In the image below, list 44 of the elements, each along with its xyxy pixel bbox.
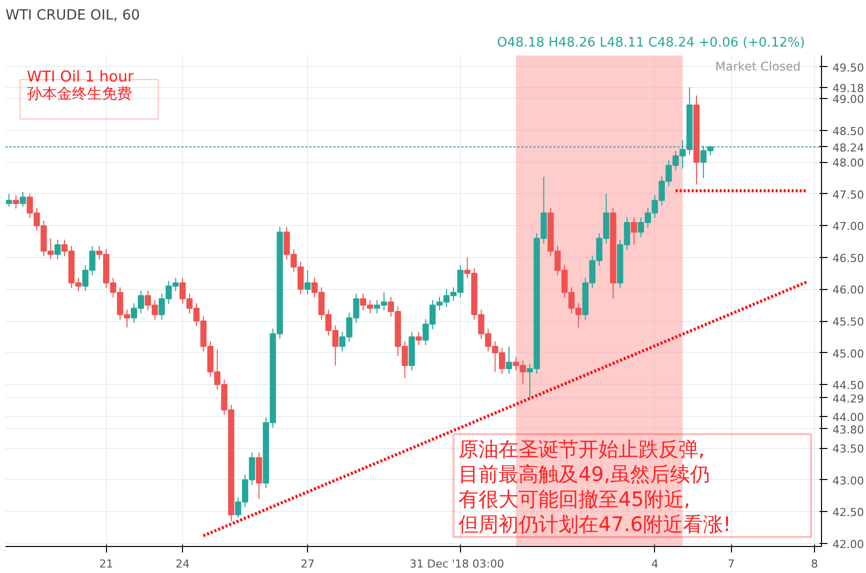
candlestick	[416, 331, 422, 346]
x-tick-label: 31 Dec '18 03:00	[410, 558, 504, 570]
annotation: 但周初仍计划在47.6附近看涨!	[458, 512, 731, 536]
y-tick-label: 43.50	[832, 442, 864, 456]
y-tick-label: 49.50	[832, 61, 864, 74]
y-tick-label: 48.00	[832, 156, 864, 170]
y-tick-label: 47.50	[832, 188, 864, 202]
y-tick-label: 49.00	[832, 93, 864, 106]
y-tick-label: 47.00	[832, 220, 864, 234]
x-tick-label: 4	[651, 558, 658, 570]
chart-subtitle: O48.18 H48.26 L48.11 C48.24 +0.06 (+0.12%)	[496, 36, 805, 50]
x-tick-label: 7	[728, 558, 735, 570]
candlestick	[630, 216, 638, 246]
annotation: WTI Oil 1 hour	[26, 68, 134, 86]
x-tick-label: 21	[99, 558, 114, 570]
annotation: 目前最高触及49,虽然后续仍	[458, 462, 710, 486]
y-tick-label: 45.00	[832, 347, 864, 360]
candlestick	[54, 239, 61, 260]
annotation: 有很大可能回撤至45附近,	[458, 487, 690, 512]
y-tick-label: 42.50	[832, 506, 864, 520]
annotation: Market Closed	[715, 60, 801, 74]
candlestick	[6, 193, 12, 208]
chart-title: WTI CRUDE OIL, 60	[6, 8, 140, 24]
candlestick	[506, 346, 512, 374]
candlestick	[304, 270, 311, 295]
y-tick-label: 44.29	[832, 392, 864, 406]
annotation: 孙本金终生免费	[26, 84, 132, 102]
y-tick-label: 42.00	[832, 538, 864, 551]
x-tick-label: 8	[811, 558, 818, 570]
y-tick-label: 48.50	[832, 124, 864, 138]
candlestick	[12, 194, 20, 210]
y-tick-label: 46.50	[832, 252, 864, 265]
y-tick-label: 43.80	[832, 423, 864, 436]
y-tick-label: 49.18	[832, 82, 864, 95]
y-tick-label: 43.00	[832, 474, 864, 488]
y-tick-label: 46.00	[832, 284, 864, 297]
y-tick-label: 48.24	[832, 141, 864, 154]
y-tick-label: 44.00	[832, 410, 864, 424]
y-tick-label: 44.50	[832, 379, 864, 392]
x-tick-label: 24	[176, 558, 190, 570]
y-tick-label: 45.50	[832, 316, 864, 329]
annotation: 原油在圣诞节开始止跌反弹,	[458, 437, 705, 462]
x-tick-label: 27	[300, 558, 315, 570]
candlestick	[20, 192, 26, 208]
